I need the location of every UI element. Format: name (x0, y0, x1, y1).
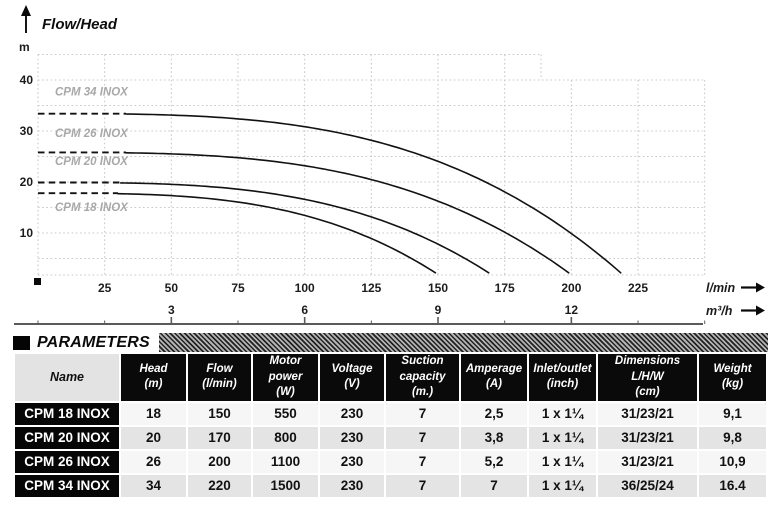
x-tick-label-50: 50 (165, 281, 179, 295)
x-tick-label-150: 150 (428, 281, 448, 295)
origin-square (34, 278, 41, 285)
col-header-weight: Weight (kg) (699, 354, 766, 401)
cell-suction-capacity: 7 (386, 426, 459, 449)
parameters-header-bar: PARAMETERS (13, 333, 768, 352)
cell-amperage: 3,8 (461, 426, 527, 449)
curve-cpm-18-inox (117, 192, 437, 274)
cell-flow: 200 (188, 450, 251, 473)
cell-motor-power: 1500 (253, 474, 318, 497)
up-arrow-icon (21, 5, 31, 16)
y-tick-label-10: 10 (20, 226, 34, 240)
y-tick-label-20: 20 (20, 175, 34, 189)
cell-head: 18 (121, 402, 186, 425)
curve-label-cpm-34-inox: CPM 34 INOX (55, 86, 129, 98)
x-tick-label-225: 225 (628, 281, 648, 295)
x-tick-label-100: 100 (295, 281, 315, 295)
parameters-table: Name Head (m) Flow (l/min) Motor power (W) Volt… (13, 352, 768, 499)
cell-inlet-outlet: 1 x 1¼ (529, 450, 596, 473)
cell-weight: 9,8 (699, 426, 766, 449)
col-header-inlet-outlet: Inlet/outlet (inch) (529, 354, 596, 401)
col-header-dimensions-l-h-w: Dimensions L/H/W (cm) (598, 354, 697, 401)
cell-dimensions-l-h-w: 31/23/21 (598, 450, 697, 473)
curve-cpm-26-inox (125, 152, 570, 274)
cell-motor-power: 1100 (253, 450, 318, 473)
x-tick-label-200: 200 (561, 281, 581, 295)
pump-name: CPM 20 INOX (15, 426, 119, 449)
col-header-name: Name (15, 354, 119, 401)
y-tick-label-40: 40 (20, 73, 34, 87)
cell-weight: 9,1 (699, 402, 766, 425)
right-arrow-icon (756, 305, 765, 316)
col-header-motor-power: Motor power (W) (253, 354, 318, 401)
cell-dimensions-l-h-w: 31/23/21 (598, 426, 697, 449)
x-tick-label-25: 25 (98, 281, 112, 295)
header-row: Name Head (m) Flow (l/min) Motor power (W) Volt… (15, 354, 766, 401)
chart-title: Flow/Head (42, 16, 118, 33)
cell-inlet-outlet: 1 x 1¼ (529, 402, 596, 425)
m3h-tick-label-6: 6 (301, 303, 308, 317)
cell-flow: 150 (188, 402, 251, 425)
black-square-bullet-icon (13, 335, 30, 350)
cell-inlet-outlet: 1 x 1¼ (529, 474, 596, 497)
pump-name: CPM 18 INOX (15, 402, 119, 425)
cell-inlet-outlet: 1 x 1¼ (529, 426, 596, 449)
cell-weight: 10,9 (699, 450, 766, 473)
curve-label-cpm-26-inox: CPM 26 INOX (55, 128, 129, 140)
cell-head: 26 (121, 450, 186, 473)
cell-voltage: 230 (320, 402, 384, 425)
cell-suction-capacity: 7 (386, 474, 459, 497)
pump-name: CPM 26 INOX (15, 450, 119, 473)
cell-head: 20 (121, 426, 186, 449)
cell-suction-capacity: 7 (386, 450, 459, 473)
col-header-voltage: Voltage (V) (320, 354, 384, 401)
y-tick-label-30: 30 (20, 124, 34, 138)
cell-motor-power: 800 (253, 426, 318, 449)
curve-cpm-34-inox (125, 113, 622, 274)
curve-label-cpm-18-inox: CPM 18 INOX (55, 202, 129, 214)
col-header-flow: Flow (l/min) (188, 354, 251, 401)
x-tick-label-125: 125 (361, 281, 381, 295)
cell-voltage: 230 (320, 450, 384, 473)
table-row-cpm-20-inox: CPM 20 INOX 20 170 800 230 7 3,8 1 x 1¼ 31/23/21… (15, 426, 766, 449)
curve-label-cpm-20-inox: CPM 20 INOX (55, 156, 129, 168)
table-row-cpm-34-inox: CPM 34 INOX 34 220 1500 230 7 7 1 x 1¼ 36/25/24 1… (15, 474, 766, 497)
col-header-head: Head (m) (121, 354, 186, 401)
cell-motor-power: 550 (253, 402, 318, 425)
col-header-suction-capacity: Suction capacity (m.) (386, 354, 459, 401)
cell-weight: 16.4 (699, 474, 766, 497)
cell-dimensions-l-h-w: 31/23/21 (598, 402, 697, 425)
parameters-title: PARAMETERS (37, 333, 150, 351)
m3h-tick-label-12: 12 (565, 303, 579, 317)
cell-head: 34 (121, 474, 186, 497)
hatched-divider-bar (158, 333, 768, 352)
m3h-tick-label-9: 9 (435, 303, 442, 317)
right-arrow-icon (756, 282, 765, 293)
x-unit-m3h-label: m³/h (706, 304, 733, 318)
cell-dimensions-l-h-w: 36/25/24 (598, 474, 697, 497)
cell-amperage: 7 (461, 474, 527, 497)
pump-name: CPM 34 INOX (15, 474, 119, 497)
curve-cpm-20-inox (119, 182, 490, 274)
cell-amperage: 5,2 (461, 450, 527, 473)
cell-flow: 170 (188, 426, 251, 449)
table-row-cpm-18-inox: CPM 18 INOX 18 150 550 230 7 2,5 1 x 1¼ 31/23/21… (15, 402, 766, 425)
cell-amperage: 2,5 (461, 402, 527, 425)
col-header-amperage: Amperage (A) (461, 354, 527, 401)
flow-head-chart: 40 30 20 10 25 50 75 100 125 150 175 200 225 3 6 9 12 l/m… (14, 5, 765, 325)
y-unit-label: m (19, 40, 30, 54)
x-tick-label-175: 175 (495, 281, 515, 295)
cell-voltage: 230 (320, 474, 384, 497)
m3h-tick-label-3: 3 (168, 303, 175, 317)
table-row-cpm-26-inox: CPM 26 INOX 26 200 1100 230 7 5,2 1 x 1¼ 31/23/2… (15, 450, 766, 473)
cell-flow: 220 (188, 474, 251, 497)
cell-voltage: 230 (320, 426, 384, 449)
x-unit-lmin-label: l/min (706, 281, 736, 295)
x-tick-label-75: 75 (231, 281, 245, 295)
parameters-section: PARAMETERS Name Head (m) Flow (l/min) Motor p… (13, 333, 768, 499)
cell-suction-capacity: 7 (386, 402, 459, 425)
